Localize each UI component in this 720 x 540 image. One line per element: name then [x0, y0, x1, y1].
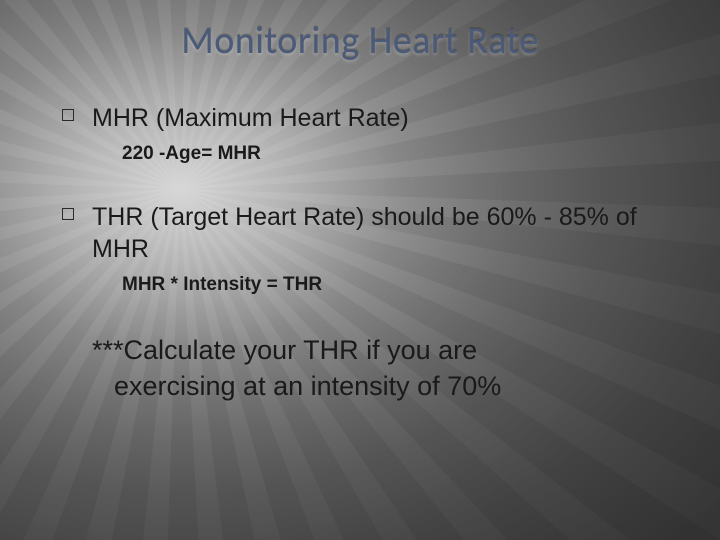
- bullet-text: THR (Target Heart Rate) should be 60% - …: [92, 201, 680, 266]
- bullet-row: THR (Target Heart Rate) should be 60% - …: [62, 201, 680, 266]
- slide: Monitoring Heart Rate MHR (Maximum Heart…: [0, 0, 720, 540]
- bullet-subtext: 220 -Age= MHR: [122, 143, 680, 165]
- bullet-marker-icon: [62, 208, 74, 220]
- bullet-row: MHR (Maximum Heart Rate): [62, 102, 680, 135]
- slide-title: Monitoring Heart Rate: [40, 18, 680, 64]
- bullet-marker-icon: [62, 109, 74, 121]
- bullet-subtext: MHR * Intensity = THR: [122, 274, 680, 296]
- calculate-line-2: exercising at an intensity of 70%: [92, 368, 660, 404]
- calculate-line-1: ***Calculate your THR if you are: [92, 332, 660, 368]
- calculate-prompt: ***Calculate your THR if you are exercis…: [92, 332, 680, 405]
- slide-content: MHR (Maximum Heart Rate) 220 -Age= MHR T…: [40, 102, 680, 404]
- bullet-text: MHR (Maximum Heart Rate): [92, 102, 409, 135]
